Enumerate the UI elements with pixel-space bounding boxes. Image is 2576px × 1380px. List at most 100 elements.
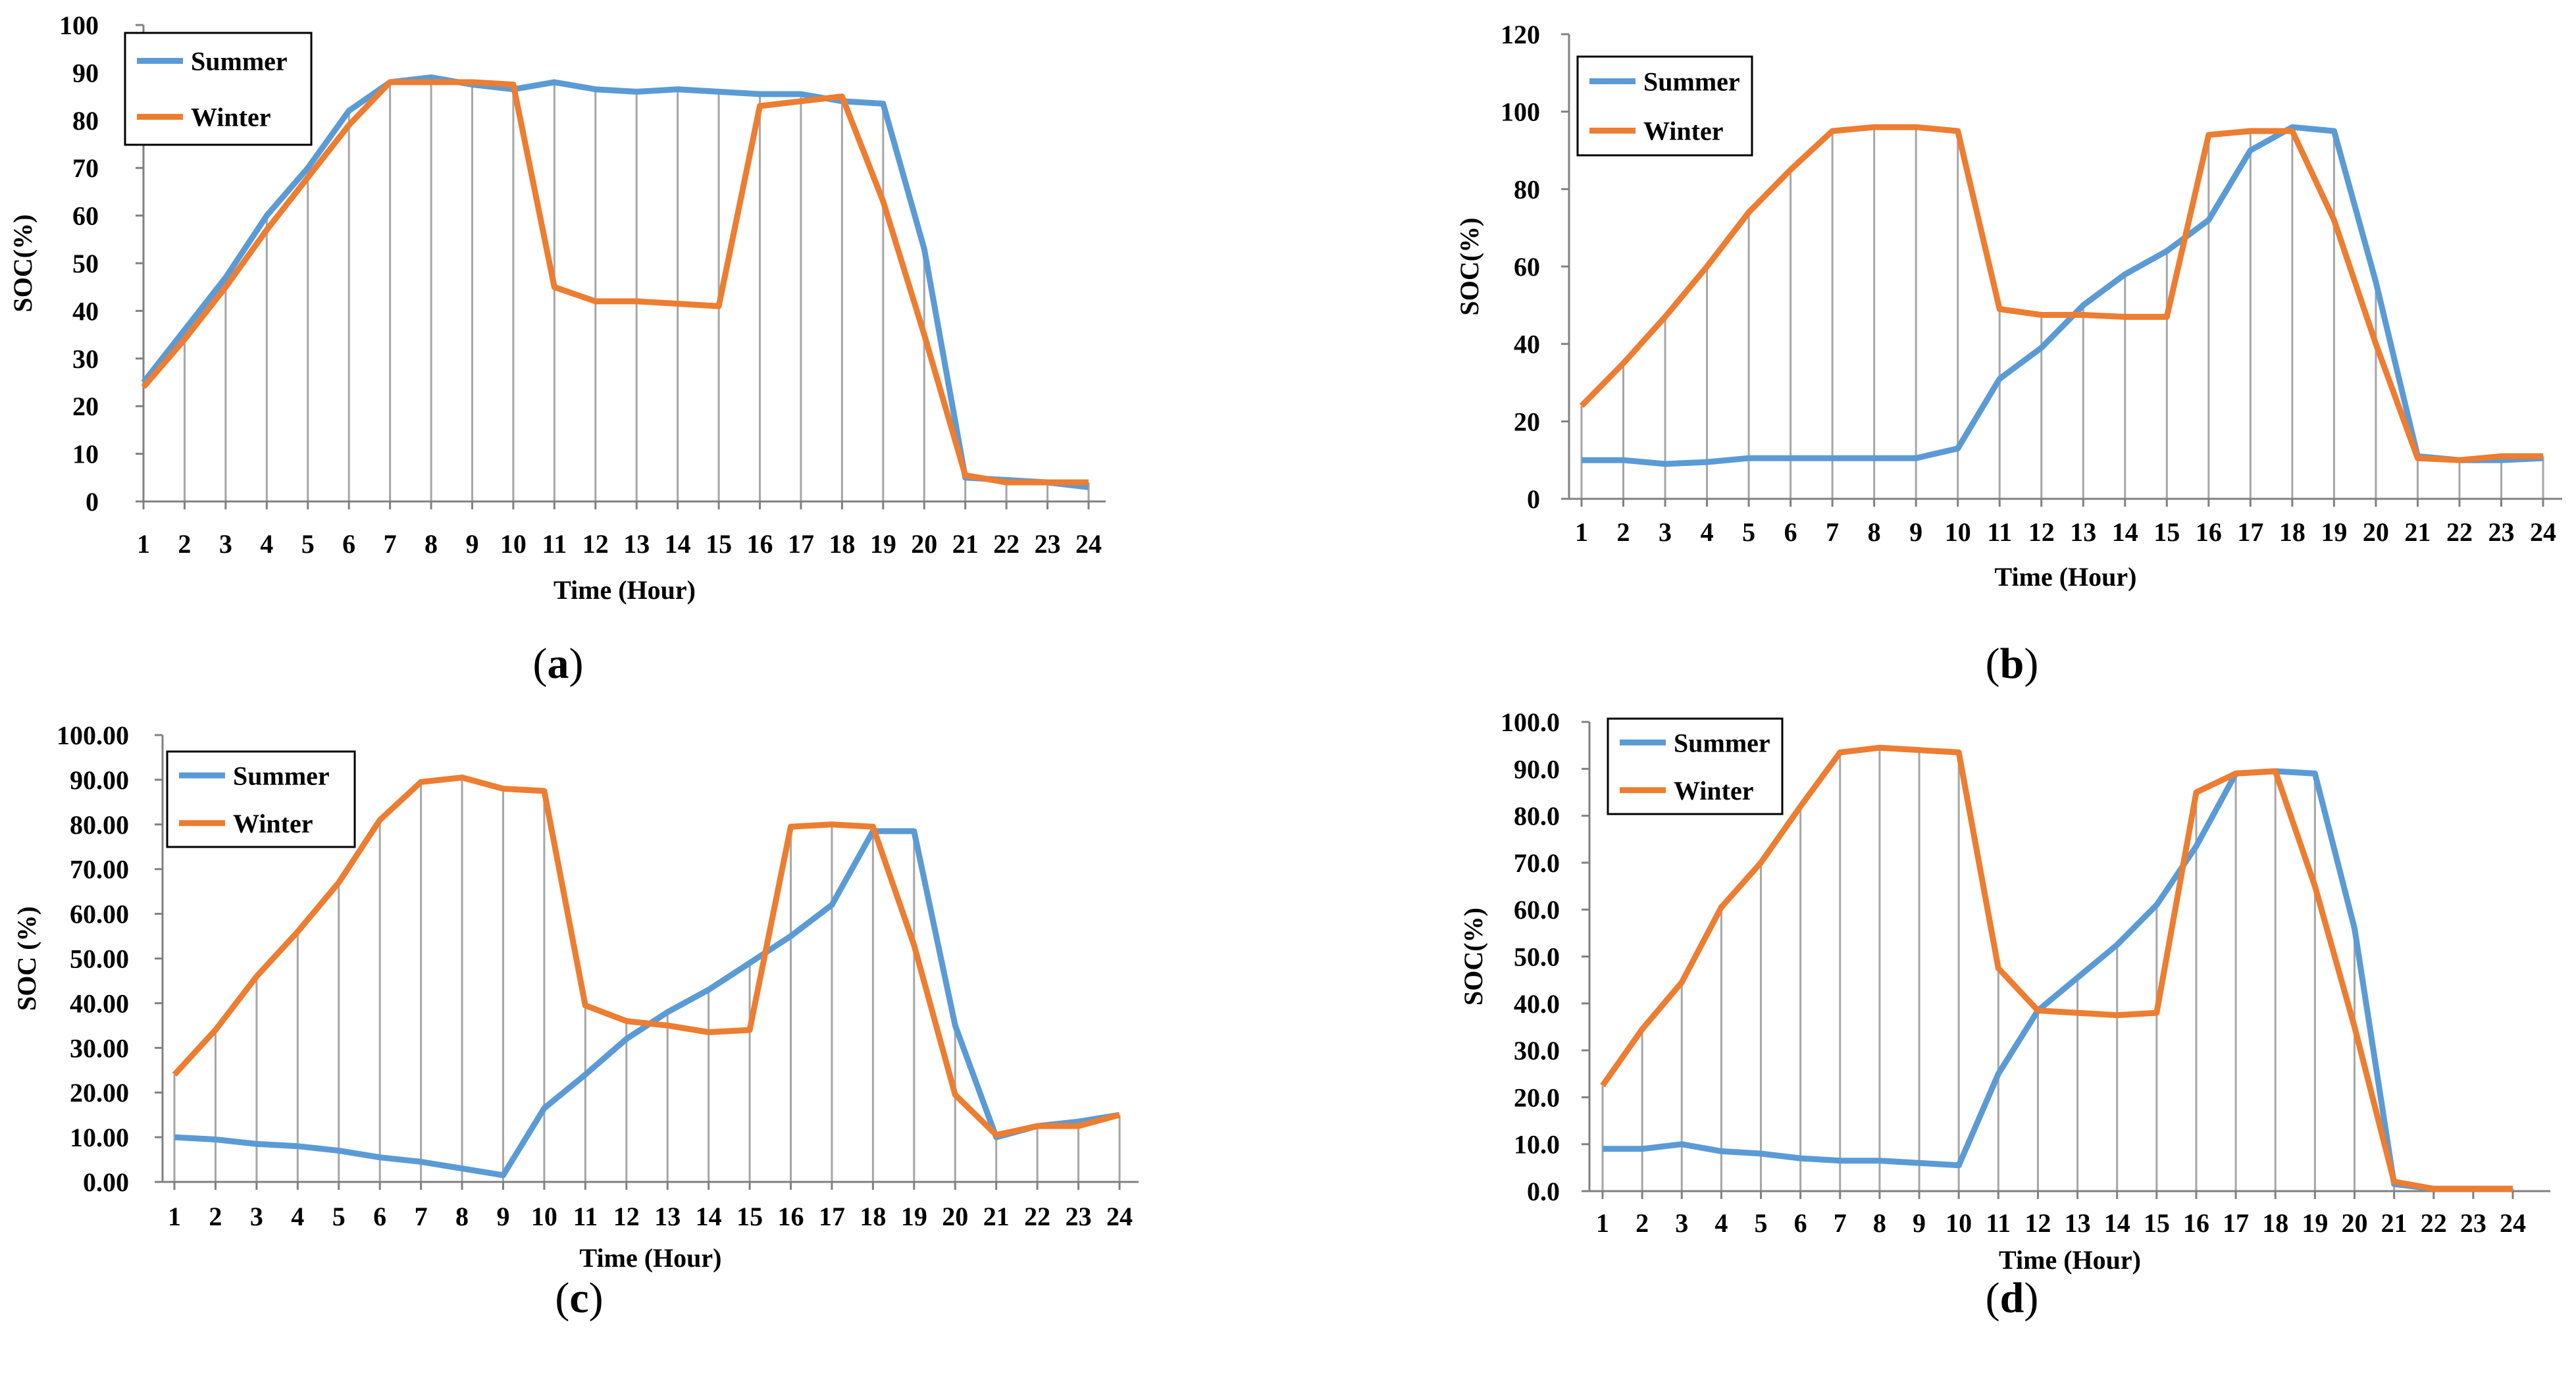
- x-tick-label: 11: [1987, 517, 2012, 547]
- x-tick-label: 16: [778, 1202, 804, 1231]
- x-axis-label: Time (Hour): [1995, 562, 2137, 592]
- legend-box: [124, 32, 313, 146]
- x-tick-label: 2: [178, 529, 191, 559]
- y-axis-label: SOC(%): [1455, 218, 1484, 316]
- y-tick-label: 30.0: [1514, 1036, 1560, 1065]
- x-tick-label: 20: [911, 529, 937, 559]
- x-tick-label: 3: [1675, 1208, 1688, 1238]
- x-tick-label: 1: [137, 529, 150, 559]
- panel-label: (d): [1986, 1274, 2039, 1322]
- series-line-summer: [1603, 768, 2513, 1192]
- x-tick-label: 15: [2144, 1208, 2170, 1238]
- panel-d: 0.0 10.0 20.0 30.0 40.0 50.0 60.0 70.0 80.0 90.0 1…: [1458, 707, 2550, 1322]
- x-tick-label: 13: [2070, 517, 2096, 547]
- panel-label: (a): [533, 640, 584, 688]
- x-tick-label: 15: [706, 529, 732, 559]
- x-tick-label: 4: [1701, 517, 1714, 547]
- y-tick-label: 10: [72, 440, 99, 469]
- x-tick-label: 12: [582, 529, 609, 559]
- x-tick-label: 17: [2223, 1208, 2249, 1238]
- panel-label: (c): [555, 1274, 603, 1322]
- x-tick-label: 5: [1755, 1208, 1768, 1238]
- y-tick-label: 70.00: [70, 855, 129, 884]
- y-tick-label: 80: [1514, 174, 1540, 204]
- legend-label-summer: Summer: [191, 47, 288, 76]
- x-tick-label: 23: [2488, 517, 2514, 547]
- y-tick-label: 120: [1501, 20, 1540, 49]
- x-tick-label: 22: [1024, 1202, 1050, 1231]
- x-tick-label: 21: [2404, 517, 2431, 547]
- y-tick-label: 30: [72, 344, 99, 374]
- y-axis-label: SOC (%): [12, 906, 41, 1011]
- x-tick-label: 14: [696, 1202, 722, 1231]
- x-tick-label: 14: [2112, 517, 2138, 547]
- x-tick-label: 7: [384, 529, 397, 559]
- x-tick-label: 16: [747, 529, 773, 559]
- x-tick-label: 10: [1945, 1208, 1972, 1238]
- x-tick-label: 8: [1873, 1208, 1886, 1238]
- x-tick-label: 16: [2196, 517, 2222, 547]
- x-tick-label: 8: [455, 1202, 469, 1231]
- y-tick-label: 0.0: [1527, 1177, 1560, 1206]
- x-tick-label: 1: [1575, 517, 1588, 547]
- x-tick-label: 17: [2237, 517, 2263, 547]
- x-tick-label: 18: [829, 529, 855, 559]
- legend-label-summer: Summer: [233, 761, 330, 790]
- series-line-summer: [1582, 124, 2544, 467]
- y-tick-label: 40: [1514, 330, 1540, 359]
- x-tick-label: 15: [736, 1202, 763, 1231]
- y-tick-label: 40.00: [70, 988, 129, 1018]
- x-tick-label: 7: [1826, 517, 1839, 547]
- y-tick-label: 20: [72, 392, 99, 421]
- x-tick-label: 20: [942, 1202, 968, 1231]
- x-tick-label: 24: [2500, 1208, 2526, 1238]
- y-tick-label: 10.0: [1514, 1130, 1560, 1160]
- x-tick-label: 18: [2262, 1208, 2288, 1238]
- x-tick-label: 22: [2421, 1208, 2447, 1238]
- y-tick-label: 90: [72, 58, 99, 88]
- x-tick-label: 23: [2460, 1208, 2486, 1238]
- x-tick-label: 17: [788, 529, 814, 559]
- y-tick-label: 100.00: [57, 721, 129, 750]
- panel-c: 0.00 10.00 20.00 30.00 40.00 50.00 60.00 70.00 8…: [12, 721, 1139, 1322]
- x-tick-label: 19: [2302, 1208, 2328, 1238]
- y-tick-label: 100.0: [1501, 707, 1560, 737]
- x-tick-label: 6: [373, 1202, 386, 1231]
- x-tick-label: 13: [623, 529, 650, 559]
- series-line-summer: [141, 74, 1089, 490]
- legend-label-summer: Summer: [1643, 67, 1740, 97]
- x-tick-label: 9: [1913, 1208, 1926, 1238]
- x-axis-label: Time (Hour): [554, 575, 696, 605]
- x-tick-label: 19: [2321, 517, 2347, 547]
- x-tick-label: 12: [2024, 1208, 2051, 1238]
- x-tick-label: 9: [465, 529, 478, 559]
- legend-box: [1607, 717, 1784, 815]
- x-tick-label: 13: [654, 1202, 681, 1231]
- x-tick-label: 5: [1742, 517, 1755, 547]
- x-tick-label: 2: [1617, 517, 1630, 547]
- x-tick-label: 11: [573, 1202, 598, 1231]
- series-line-winter: [1579, 124, 2543, 463]
- y-tick-label: 100: [59, 11, 99, 40]
- x-tick-label: 1: [168, 1202, 181, 1231]
- y-tick-label: 90.00: [70, 765, 129, 795]
- y-tick-label: 80.00: [70, 810, 129, 840]
- y-tick-label: 80: [72, 106, 99, 136]
- y-tick-label: 20: [1514, 407, 1540, 436]
- legend-label-winter: Winter: [1674, 776, 1753, 805]
- x-tick-label: 9: [1909, 517, 1922, 547]
- y-tick-label: 60: [72, 201, 99, 231]
- x-tick-label: 3: [1659, 517, 1672, 547]
- y-axis-label: SOC(%): [1458, 907, 1488, 1006]
- y-tick-label: 30.00: [70, 1033, 129, 1063]
- y-tick-label: 70: [72, 153, 99, 183]
- series-line-summer: [174, 828, 1120, 1179]
- x-tick-label: 21: [983, 1202, 1010, 1231]
- x-tick-label: 10: [531, 1202, 557, 1231]
- legend-label-summer: Summer: [1674, 728, 1770, 757]
- x-tick-label: 19: [870, 529, 896, 559]
- x-tick-label: 4: [291, 1202, 304, 1231]
- x-tick-label: 16: [2183, 1208, 2209, 1238]
- legend-label-winter: Winter: [191, 103, 270, 132]
